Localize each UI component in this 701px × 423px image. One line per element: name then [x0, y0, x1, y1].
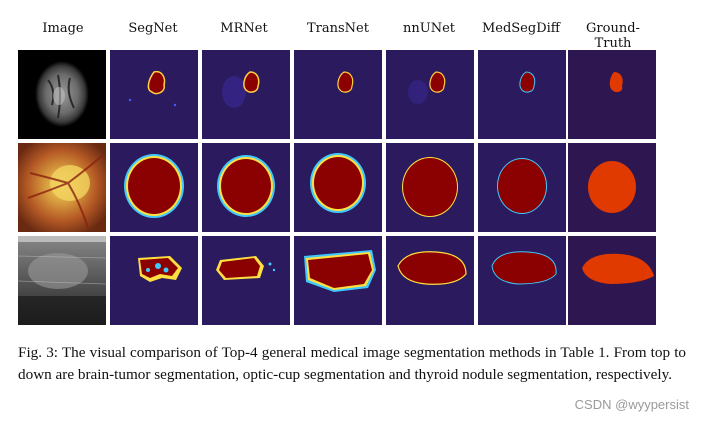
caption-label: Fig. 3:: [18, 344, 59, 361]
row1-input-image: [18, 50, 106, 139]
header-transnet: TransNet: [307, 21, 369, 36]
row2-mrnet: [202, 143, 290, 232]
row2-nnunet: [386, 143, 474, 232]
header-ground-truth: Ground-Truth: [586, 21, 640, 51]
watermark: CSDN @wyypersist: [572, 397, 691, 412]
row3-medsegdiff: [478, 236, 566, 325]
row1-segnet: [110, 50, 198, 139]
header-segnet: SegNet: [128, 21, 178, 36]
row3-mrnet: [202, 236, 290, 325]
row1-mrnet: [202, 50, 290, 139]
row2-transnet: [294, 143, 382, 232]
row3-segnet: [110, 236, 198, 325]
header-medsegdiff: MedSegDiff: [481, 21, 561, 36]
header-mrnet: MRNet: [220, 21, 268, 36]
row3-ground-truth: [568, 236, 656, 325]
row3-nnunet: [386, 236, 474, 325]
row2-segnet: [110, 143, 198, 232]
row2-input-image: [18, 143, 106, 232]
row1-transnet: [294, 50, 382, 139]
header-image: Image: [42, 21, 84, 36]
row3-input-image: [18, 236, 106, 325]
row1-ground-truth: [568, 50, 656, 139]
figure-caption: Fig. 3: The visual comparison of Top-4 g…: [18, 342, 686, 385]
header-nnunet: nnUNet: [403, 21, 455, 36]
row2-medsegdiff: [478, 143, 566, 232]
caption-text: The visual comparison of Top-4 general m…: [18, 344, 687, 383]
row1-medsegdiff: [478, 50, 566, 139]
row2-ground-truth: [568, 143, 656, 232]
row3-transnet: [294, 236, 382, 325]
row1-nnunet: [386, 50, 474, 139]
